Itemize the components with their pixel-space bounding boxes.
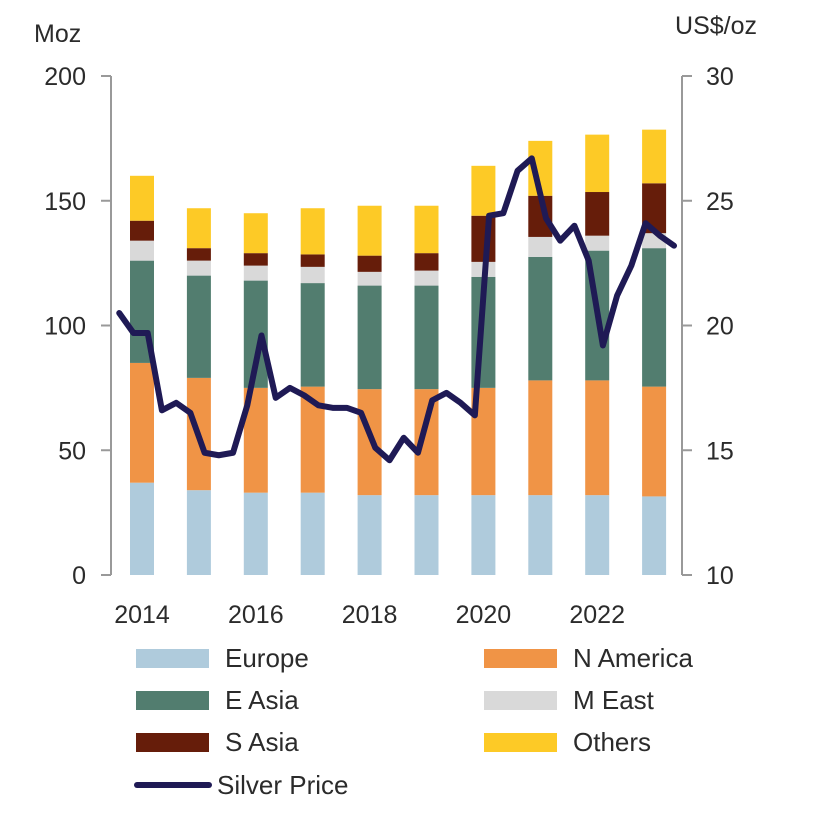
legend-label-s-asia: S Asia [225,727,299,757]
left-tick-label: 50 [58,437,86,465]
bar-s-asia-2019 [414,253,439,271]
bar-others-2015 [186,208,211,249]
legend-label-europe: Europe [225,643,309,673]
legend-label-n-america: N America [573,643,693,673]
bar-europe-2018 [357,495,382,575]
bar-e-asia-2016 [243,280,268,388]
bar-e-asia-2023 [642,248,667,387]
legend-swatch-m-east [484,691,557,710]
bar-europe-2019 [414,495,439,575]
right-axis-unit: US$/oz [675,12,757,40]
bar-others-2018 [357,205,382,256]
x-tick-label: 2016 [228,601,284,629]
bar-m-east-2021 [528,236,553,257]
legend-label-m-east: M East [573,685,655,715]
right-tick-label: 30 [706,63,734,91]
x-tick-label: 2020 [456,601,512,629]
right-tick-label: 10 [706,562,734,590]
left-tick-label: 150 [44,188,86,216]
bar-europe-2016 [243,492,268,575]
legend-swatch-europe [136,649,209,668]
left-tick-label: 200 [44,63,86,91]
bar-others-2020 [471,165,496,216]
bar-m-east-2015 [186,260,211,276]
bar-m-east-2017 [300,266,325,284]
legend-swatch-e-asia [136,691,209,710]
bar-e-asia-2015 [186,275,211,378]
bar-others-2019 [414,205,439,254]
legend-swatch-n-america [484,649,557,668]
left-axis-unit: Moz [34,20,81,48]
bar-n-america-2014 [130,362,154,483]
bar-n-america-2016 [243,387,268,493]
bar-m-east-2022 [585,235,610,251]
silver-price-line [116,155,678,464]
bar-s-asia-2014 [130,220,154,241]
right-tick-label: 25 [706,188,734,216]
bar-others-2016 [243,213,268,254]
legend-swatch-s-asia [136,733,209,752]
bar-n-america-2023 [642,386,667,497]
bar-s-asia-2017 [300,254,325,267]
bar-europe-2017 [300,492,325,575]
silver-price-line-group [116,155,678,464]
bar-m-east-2018 [357,271,382,286]
left-tick-label: 0 [72,562,86,590]
bar-others-2014 [130,175,154,221]
x-tick-label: 2018 [342,601,398,629]
bar-n-america-2018 [357,389,382,496]
bar-europe-2014 [130,482,154,575]
bar-s-asia-2022 [585,192,610,236]
bar-e-asia-2019 [414,285,439,390]
bar-n-america-2022 [585,380,610,496]
bar-e-asia-2018 [357,285,382,390]
bars [130,129,667,575]
bar-m-east-2019 [414,270,439,286]
right-tick-label: 20 [706,313,734,341]
bar-europe-2022 [585,495,610,575]
left-tick-label: 100 [44,313,86,341]
bar-others-2022 [585,134,610,193]
bar-s-asia-2016 [243,253,268,266]
legend-label-silver-price: Silver Price [217,770,348,800]
bar-europe-2015 [186,490,211,575]
axes: 0 50 100 150 200 10 15 20 25 30 2014 2016 2018 2020 20… [44,63,734,629]
x-tick-label: 2014 [114,601,170,629]
legend-label-others: Others [573,727,651,757]
bar-europe-2021 [528,495,553,575]
bar-s-asia-2015 [186,248,211,261]
x-tick-label: 2022 [569,601,625,629]
right-tick-label: 15 [706,437,734,465]
bar-europe-2020 [471,495,496,575]
bar-m-east-2014 [130,240,154,261]
bar-m-east-2016 [243,265,268,281]
bar-e-asia-2021 [528,256,553,381]
legend-swatch-others [484,733,557,752]
legend: Europe N America E Asia M East S Asia Others S… [134,643,693,800]
bar-europe-2023 [642,496,667,575]
bar-others-2017 [300,208,325,255]
bar-n-america-2021 [528,380,553,496]
bar-e-asia-2017 [300,283,325,387]
bar-s-asia-2018 [357,255,382,272]
bar-others-2023 [642,129,667,184]
legend-label-e-asia: E Asia [225,685,299,715]
